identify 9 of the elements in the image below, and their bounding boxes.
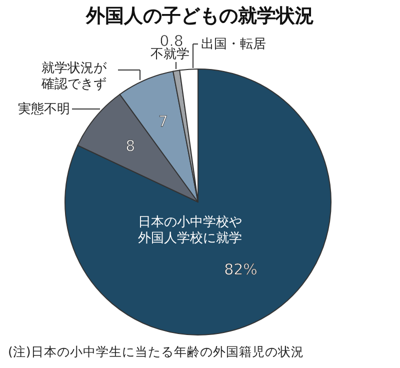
- slice-label: 日本の小中学校や外国人学校に就学: [138, 215, 242, 246]
- chart-title: 外国人の子どもの就学状況: [85, 5, 314, 27]
- data-label: 82%: [224, 260, 258, 278]
- data-label: 8: [126, 137, 136, 156]
- legend-label: 出国・転居: [201, 37, 266, 52]
- slice-label: 就学状況が確認できず: [40, 61, 108, 92]
- data-label: 7: [158, 112, 168, 130]
- slice-label: 実態不明: [18, 101, 70, 117]
- text: (注)日本の小中学生に当たる年齢の外国籍児の状況: [8, 344, 304, 359]
